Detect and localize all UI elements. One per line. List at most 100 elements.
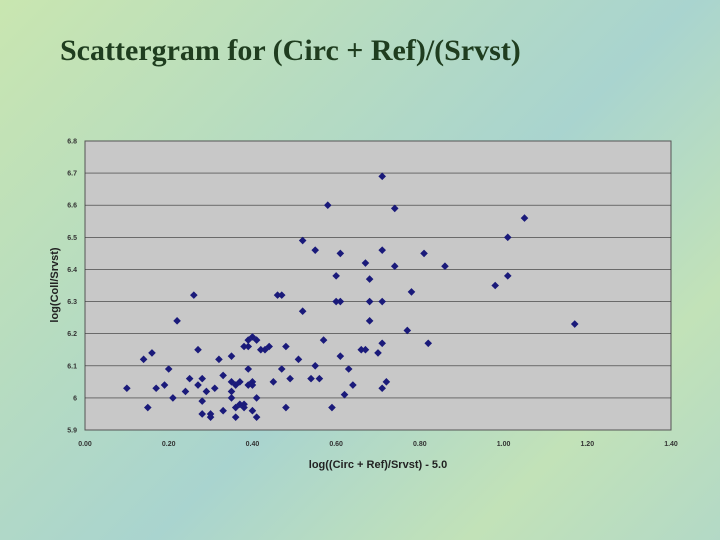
- data-point: [298, 236, 307, 245]
- data-point: [261, 345, 269, 354]
- data-point: [340, 390, 349, 399]
- data-point: [378, 246, 386, 254]
- data-point: [294, 355, 303, 364]
- y-tick-label: 6.1: [67, 363, 77, 370]
- data-point: [424, 339, 433, 348]
- data-point: [231, 403, 240, 412]
- data-point: [227, 387, 236, 396]
- data-point: [328, 403, 336, 412]
- x-tick-label: 0.00: [78, 441, 92, 448]
- y-tick-labels: 5.9 6 6.1 6.2 6.3 6.4 6.5 6.6 6.7 6.8: [67, 139, 77, 435]
- data-point: [365, 297, 374, 306]
- data-point: [323, 201, 332, 210]
- data-point: [244, 336, 253, 344]
- data-point: [202, 387, 211, 396]
- data-point: [315, 374, 324, 383]
- data-point: [403, 326, 412, 335]
- data-point: [252, 394, 261, 402]
- x-tick-label: 1.40: [664, 441, 678, 448]
- data-point: [361, 345, 370, 354]
- data-point: [336, 249, 345, 258]
- data-points: [123, 172, 579, 421]
- data-point: [194, 381, 202, 389]
- y-tick-label: 6: [73, 395, 77, 402]
- data-point: [123, 384, 131, 393]
- data-point: [311, 246, 320, 254]
- data-point: [265, 342, 273, 351]
- data-point: [181, 387, 190, 396]
- y-tick-label: 6.4: [67, 267, 77, 274]
- data-point: [269, 378, 278, 386]
- data-point: [160, 381, 169, 389]
- data-point: [378, 297, 386, 306]
- data-point: [248, 333, 257, 341]
- data-point: [277, 291, 286, 299]
- y-axis-label: log(Coll/Srvst): [49, 247, 61, 323]
- data-point: [194, 345, 202, 354]
- data-point: [231, 413, 240, 421]
- data-point: [344, 365, 353, 373]
- data-point: [282, 403, 290, 412]
- data-point: [319, 336, 328, 344]
- data-point: [152, 384, 160, 393]
- data-point: [236, 400, 244, 409]
- data-point: [382, 378, 391, 386]
- y-tick-label: 6.7: [67, 171, 77, 178]
- data-point: [273, 291, 282, 299]
- data-point: [277, 365, 286, 373]
- data-point: [164, 365, 173, 373]
- data-point: [148, 349, 156, 357]
- data-point: [252, 413, 261, 421]
- data-point: [252, 336, 261, 344]
- y-tick-label: 6.8: [67, 139, 77, 146]
- data-point: [286, 374, 294, 383]
- x-tick-label: 0.60: [329, 441, 343, 448]
- data-point: [378, 384, 386, 393]
- data-point: [248, 381, 257, 389]
- data-point: [378, 172, 386, 181]
- data-point: [390, 262, 399, 271]
- data-point: [407, 288, 416, 296]
- data-point: [503, 272, 512, 280]
- data-point: [236, 378, 244, 386]
- data-point: [219, 371, 227, 380]
- data-point: [420, 249, 428, 258]
- x-tick-label: 0.40: [246, 441, 260, 448]
- x-axis-label: log((Circ + Ref)/Srvst) - 5.0: [309, 459, 447, 471]
- data-point: [374, 349, 382, 357]
- data-point: [240, 342, 248, 351]
- y-tick-label: 6.6: [67, 203, 77, 210]
- gridlines: [85, 172, 671, 399]
- data-point: [378, 339, 386, 348]
- data-point: [219, 406, 227, 415]
- data-point: [173, 317, 181, 325]
- data-point: [336, 297, 345, 306]
- data-point: [282, 342, 290, 351]
- data-point: [210, 384, 219, 393]
- data-point: [298, 307, 307, 315]
- data-point: [441, 262, 449, 271]
- data-point: [248, 406, 257, 415]
- data-point: [143, 403, 152, 412]
- data-point: [491, 281, 499, 290]
- data-point: [215, 355, 223, 364]
- data-point: [227, 394, 236, 402]
- data-point: [198, 374, 206, 383]
- data-point: [336, 352, 345, 360]
- data-point: [349, 381, 357, 389]
- x-tick-label: 1.20: [580, 441, 594, 448]
- slide-title: Scattergram for (Circ + Ref)/(Srvst): [60, 34, 521, 67]
- y-tick-label: 5.9: [67, 428, 77, 435]
- data-point: [332, 297, 340, 306]
- data-point: [240, 403, 248, 412]
- x-tick-label: 1.00: [497, 441, 511, 448]
- x-tick-labels: 0.00 0.20 0.40 0.60 0.80 1.00 1.20 1.40: [78, 441, 678, 448]
- data-point: [520, 214, 529, 222]
- data-point: [365, 275, 374, 283]
- data-point: [357, 345, 366, 354]
- data-point: [198, 410, 206, 418]
- x-tick-label: 0.20: [162, 441, 176, 448]
- data-point: [390, 204, 399, 213]
- data-point: [570, 320, 579, 328]
- data-point: [231, 381, 240, 389]
